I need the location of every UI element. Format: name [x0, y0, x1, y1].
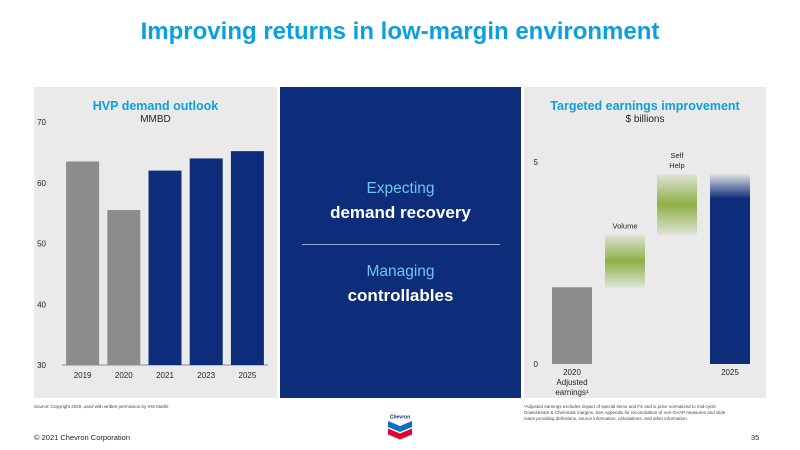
bar-label: Volume: [612, 222, 637, 231]
hvp-demand-chart: 30 40 50 60 70 2019 2020 2021 2023 2025: [37, 118, 268, 380]
bar-2025: [230, 151, 264, 365]
x-tick-label: 2020: [115, 371, 133, 380]
adjusted-earnings-footnote: ¹Adjusted earnings excludes impact of sp…: [524, 404, 766, 422]
y-tick-label: 70: [37, 118, 46, 127]
message-expecting: Expecting: [366, 180, 435, 197]
hvp-demand-panel: HVP demand outlook MMBD 30 40 50 60 70 2019 20…: [34, 87, 277, 398]
x-tick-label: 2021: [156, 371, 174, 380]
earnings-chart-title: Targeted earnings improvement: [550, 99, 740, 113]
waterfall-bar: [657, 174, 697, 235]
footnote-line: notes providing definitions, source info…: [524, 416, 688, 422]
bar-2021: [148, 170, 182, 365]
y-tick-label: 60: [37, 179, 46, 188]
y-tick-label: 50: [37, 240, 46, 249]
logo-wordmark: Chevron: [390, 415, 410, 421]
message-divider: [302, 244, 500, 245]
footnote-line: Downstream & Chemicals margins. See Appe…: [524, 410, 726, 416]
earnings-panel: Targeted earnings improvement $ billions…: [524, 87, 766, 398]
bar-2019: [66, 161, 100, 365]
x-tick-label: 2025: [721, 368, 739, 377]
chevron-logo: Chevron: [388, 415, 412, 440]
bar-2020: [107, 210, 141, 365]
message-managing: Managing: [366, 263, 435, 280]
x-tick-label: earnings¹: [555, 388, 589, 397]
x-tick-label: Adjusted: [556, 378, 587, 387]
x-tick-label: 2025: [239, 371, 257, 380]
bar-label: Self: [671, 151, 685, 160]
source-note: Source: Copyright 2020, used with writte…: [34, 404, 169, 409]
waterfall-bar: [605, 234, 645, 288]
y-tick-label: 30: [37, 361, 46, 370]
message-controllables: controllables: [347, 286, 454, 305]
bar-label: Help: [669, 161, 684, 170]
message-demand-recovery: demand recovery: [330, 203, 471, 222]
x-tick-label: 2019: [74, 371, 92, 380]
hvp-chart-title: HVP demand outlook: [92, 99, 219, 113]
page-number: 35: [751, 433, 760, 442]
waterfall-bar: [710, 174, 750, 364]
y-tick-label: 5: [534, 158, 539, 167]
waterfall-bar: [552, 287, 592, 364]
y-tick-label: 40: [37, 300, 46, 309]
copyright: © 2021 Chevron Corporation: [34, 433, 130, 442]
message-panel: Expecting demand recovery Managing contr…: [280, 87, 521, 398]
x-tick-label: 2020: [563, 368, 581, 377]
y-tick-label: 0: [534, 360, 539, 369]
hvp-chart-units: MMBD: [140, 114, 171, 125]
footnote-line: ¹Adjusted earnings excludes impact of sp…: [524, 404, 716, 409]
earnings-chart-units: $ billions: [625, 114, 665, 125]
x-tick-label: 2023: [197, 371, 215, 380]
slide-title: Improving returns in low-margin environm…: [140, 18, 660, 45]
bar-2023: [189, 158, 223, 365]
